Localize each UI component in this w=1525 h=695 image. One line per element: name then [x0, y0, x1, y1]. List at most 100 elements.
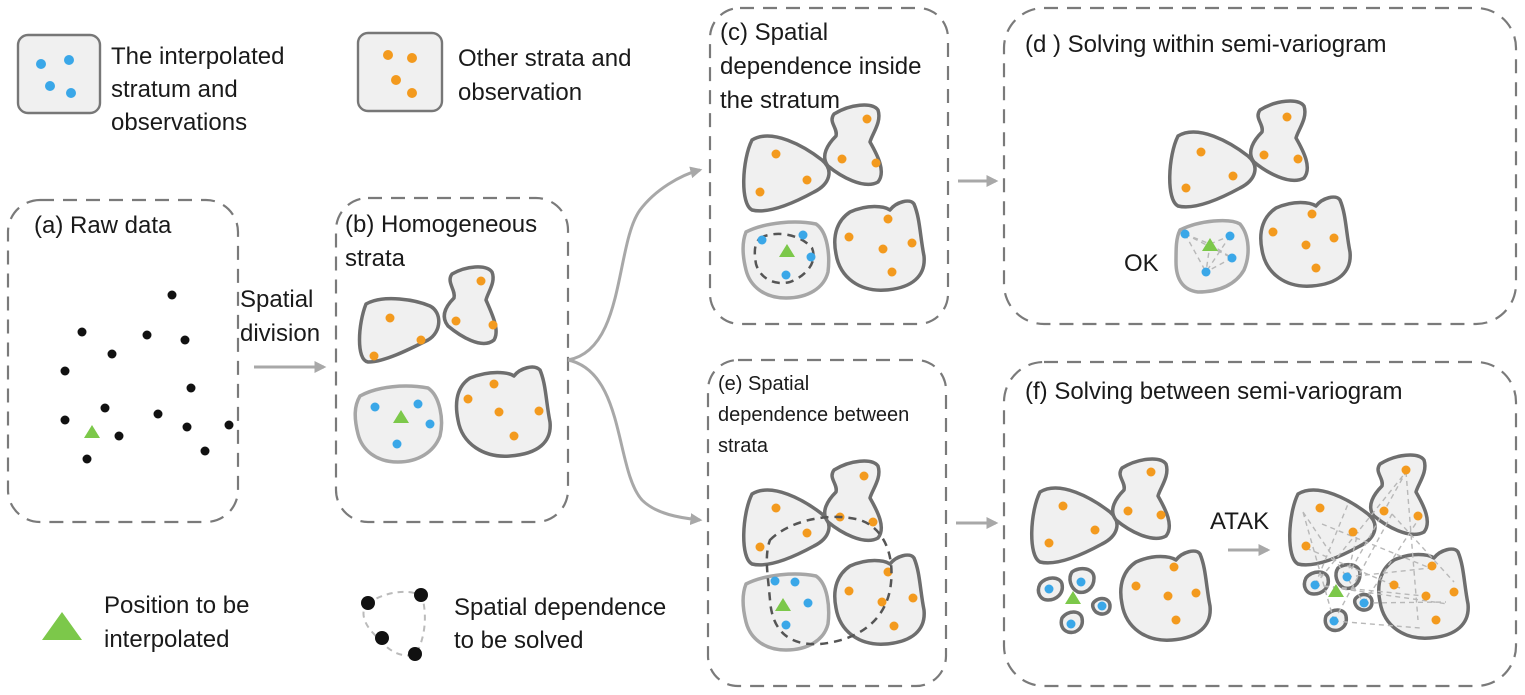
orange-dot — [755, 542, 765, 552]
blue-dot — [1359, 598, 1369, 608]
orange-dot — [1401, 465, 1411, 475]
panel-b-homogeneous-strata: (b) Homogeneous strata — [334, 196, 570, 524]
orange-dot — [889, 621, 899, 631]
orange-dot — [1228, 171, 1238, 181]
blue-dot — [66, 88, 76, 98]
orange-dot — [1379, 506, 1389, 516]
orange-dot — [476, 276, 486, 286]
orange-dot — [1058, 501, 1068, 511]
black-dot — [361, 596, 375, 610]
target-position-icon — [779, 244, 795, 257]
small-blue-strata — [1036, 566, 1112, 635]
orange-dot — [1123, 506, 1133, 516]
orange-dot — [907, 238, 917, 248]
orange-dot — [1315, 503, 1325, 513]
orange-dot — [871, 158, 881, 168]
orange-dot — [451, 316, 461, 326]
orange-dot — [1131, 581, 1141, 591]
panel-c-frame — [708, 6, 950, 326]
blue-dot — [45, 81, 55, 91]
blue-dot — [1076, 577, 1086, 587]
orange-dot — [862, 114, 872, 124]
orange-dot — [1171, 615, 1181, 625]
panel-f-frame — [1002, 360, 1518, 688]
orange-dot — [407, 88, 417, 98]
blue-dot — [781, 620, 791, 630]
black-dot — [408, 647, 422, 661]
dependence-outline — [362, 590, 426, 657]
orange-dot — [1427, 561, 1437, 571]
orange-dot — [868, 517, 878, 527]
raw-point — [180, 335, 190, 345]
blue-dot — [1227, 253, 1237, 263]
legend-interpolated-label: The interpolated stratum and observation… — [111, 43, 291, 136]
link-lines — [1302, 471, 1455, 629]
panel-c-title: (c) Spatial dependence inside the stratu… — [720, 19, 928, 114]
panel-e-dependence-between: (e) Spatial dependence between strata — [706, 358, 948, 688]
panel-d-within-semivariogram: (d ) Solving within semi-variogram OK — [1002, 6, 1518, 326]
spatial-division-label: Spatial division — [240, 286, 320, 347]
orange-dot — [877, 597, 887, 607]
legend-position: Position to be interpolated — [42, 592, 249, 653]
blue-dot — [1097, 601, 1107, 611]
orange-dot — [1329, 233, 1339, 243]
target-position-icon — [1202, 238, 1218, 251]
orange-dot — [1293, 154, 1303, 164]
panel-e-title: (e) Spatial dependence between strata — [718, 373, 915, 457]
orange-dot — [844, 586, 854, 596]
black-dot — [375, 631, 389, 645]
blue-dot — [806, 252, 816, 262]
blue-dot — [798, 230, 808, 240]
orange-dot — [1307, 209, 1317, 219]
orange-dot — [1311, 263, 1321, 273]
stratum-shape — [442, 265, 498, 346]
blue-dot — [425, 419, 435, 429]
blue-dot — [790, 577, 800, 587]
raw-point — [60, 415, 70, 425]
branch-arrows — [567, 166, 703, 526]
raw-point — [153, 409, 163, 419]
orange-dot — [802, 528, 812, 538]
target-position-icon — [1065, 591, 1081, 604]
orange-dot — [463, 394, 473, 404]
panel-d-frame — [1002, 6, 1518, 326]
raw-point — [186, 383, 196, 393]
orange-dot — [1282, 112, 1292, 122]
legend-other-strata: Other strata and observation — [356, 31, 631, 113]
interpolated-stratum-shape — [741, 572, 831, 652]
stratum-shape — [1030, 486, 1119, 565]
orange-dot — [1196, 147, 1206, 157]
blue-dot — [757, 235, 767, 245]
stratum-shape — [742, 134, 831, 213]
orange-dot — [883, 214, 893, 224]
panel-c-dependence-inside: (c) Spatial dependence inside the stratu… — [708, 6, 950, 326]
target-position-icon — [393, 410, 409, 423]
orange-dot — [383, 50, 393, 60]
blue-dot — [1044, 584, 1054, 594]
panel-a-raw-data: (a) Raw data — [6, 198, 240, 524]
panel-e-frame — [706, 358, 948, 688]
legend-stratum-swatch — [16, 33, 102, 115]
orange-dot — [1259, 150, 1269, 160]
panel-f-title: (f) Solving between semi-variogram — [1025, 378, 1402, 405]
orange-dot — [1090, 525, 1100, 535]
orange-dot — [385, 313, 395, 323]
orange-dot — [908, 593, 918, 603]
raw-points — [60, 290, 234, 464]
blue-dot — [770, 576, 780, 586]
orange-dot — [369, 351, 379, 361]
raw-point — [100, 403, 110, 413]
blue-dot — [413, 399, 423, 409]
stratum-shape — [823, 103, 883, 187]
between-strata-links — [1302, 471, 1455, 629]
atak-label: ATAK — [1210, 508, 1269, 535]
orange-dot — [755, 187, 765, 197]
panel-f-between-semivariogram: (f) Solving between semi-variogram ATAK — [1002, 360, 1518, 688]
orange-dot — [494, 407, 504, 417]
orange-dot — [1301, 541, 1311, 551]
orange-dot — [1389, 580, 1399, 590]
legend-other-swatch — [356, 31, 444, 113]
orange-dot — [509, 431, 519, 441]
blue-dot — [1180, 229, 1190, 239]
